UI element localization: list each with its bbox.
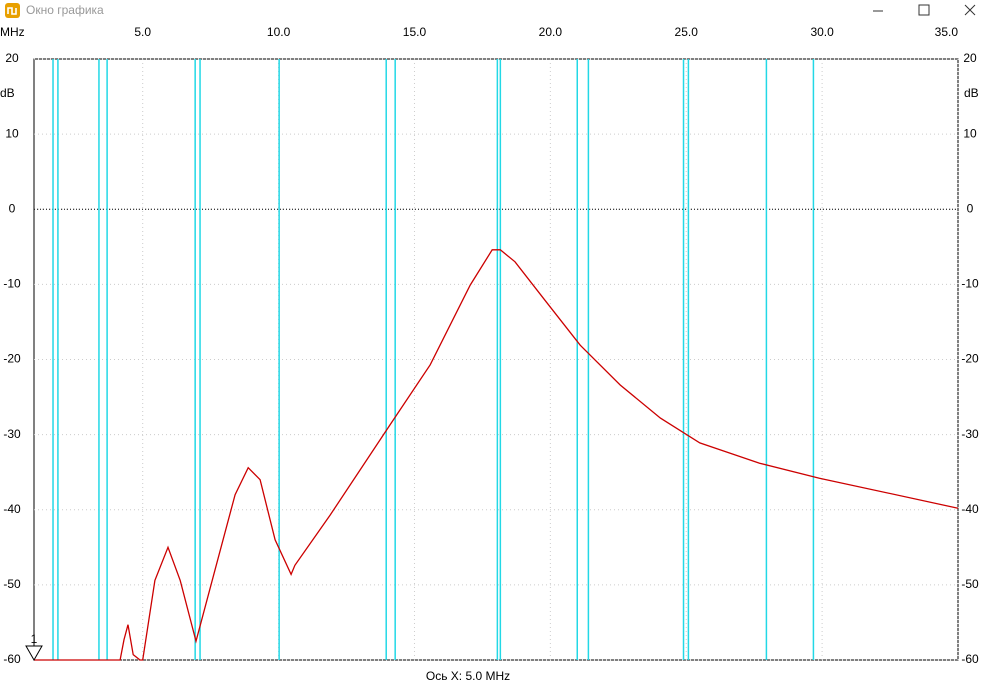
x-tick-label: 25.0 bbox=[675, 25, 699, 39]
y-tick-label: -60 bbox=[3, 652, 21, 666]
x-tick-label: 35.0 bbox=[935, 25, 959, 39]
close-button[interactable] bbox=[964, 4, 976, 16]
y-tick-label: -10 bbox=[3, 277, 21, 291]
y-axis-label-right: dB bbox=[964, 86, 979, 100]
y-tick-label: -20 bbox=[3, 352, 21, 366]
x-tick-label: 5.0 bbox=[134, 25, 151, 39]
y-tick-label: -40 bbox=[3, 502, 21, 516]
y-tick-label: 20 bbox=[5, 51, 19, 65]
y-tick-label-right: 20 bbox=[963, 51, 977, 65]
x-tick-label: 20.0 bbox=[539, 25, 563, 39]
marker-triangle bbox=[25, 645, 43, 662]
title-bar bbox=[0, 0, 983, 22]
y-tick-label-right: -10 bbox=[961, 277, 979, 291]
y-tick-label: -50 bbox=[3, 577, 21, 591]
y-tick-label-right: -20 bbox=[961, 352, 979, 366]
y-tick-label-right: -40 bbox=[961, 502, 979, 516]
y-tick-label: -30 bbox=[3, 427, 21, 441]
plot-area bbox=[33, 58, 959, 661]
window-title: Окно графика bbox=[26, 3, 104, 17]
x-axis-label: MHz bbox=[0, 25, 25, 39]
y-tick-label: 10 bbox=[5, 126, 19, 140]
y-tick-label-right: 10 bbox=[963, 126, 977, 140]
x-tick-label: 30.0 bbox=[810, 25, 834, 39]
y-axis-label: dB bbox=[0, 86, 15, 100]
series-line bbox=[34, 249, 959, 661]
x-tick-label: 15.0 bbox=[403, 25, 427, 39]
y-tick-label-right: -30 bbox=[961, 427, 979, 441]
y-tick-label-right: -60 bbox=[961, 652, 979, 666]
y-tick-label-right: 0 bbox=[967, 201, 974, 215]
footer: Ось X: 5.0 MHz bbox=[426, 669, 510, 683]
marker-label: 1 bbox=[31, 632, 38, 646]
x-tick-label: 10.0 bbox=[267, 25, 291, 39]
y-tick-label-right: -50 bbox=[961, 577, 979, 591]
maximize-button[interactable] bbox=[918, 4, 930, 16]
y-tick-label: 0 bbox=[9, 201, 16, 215]
